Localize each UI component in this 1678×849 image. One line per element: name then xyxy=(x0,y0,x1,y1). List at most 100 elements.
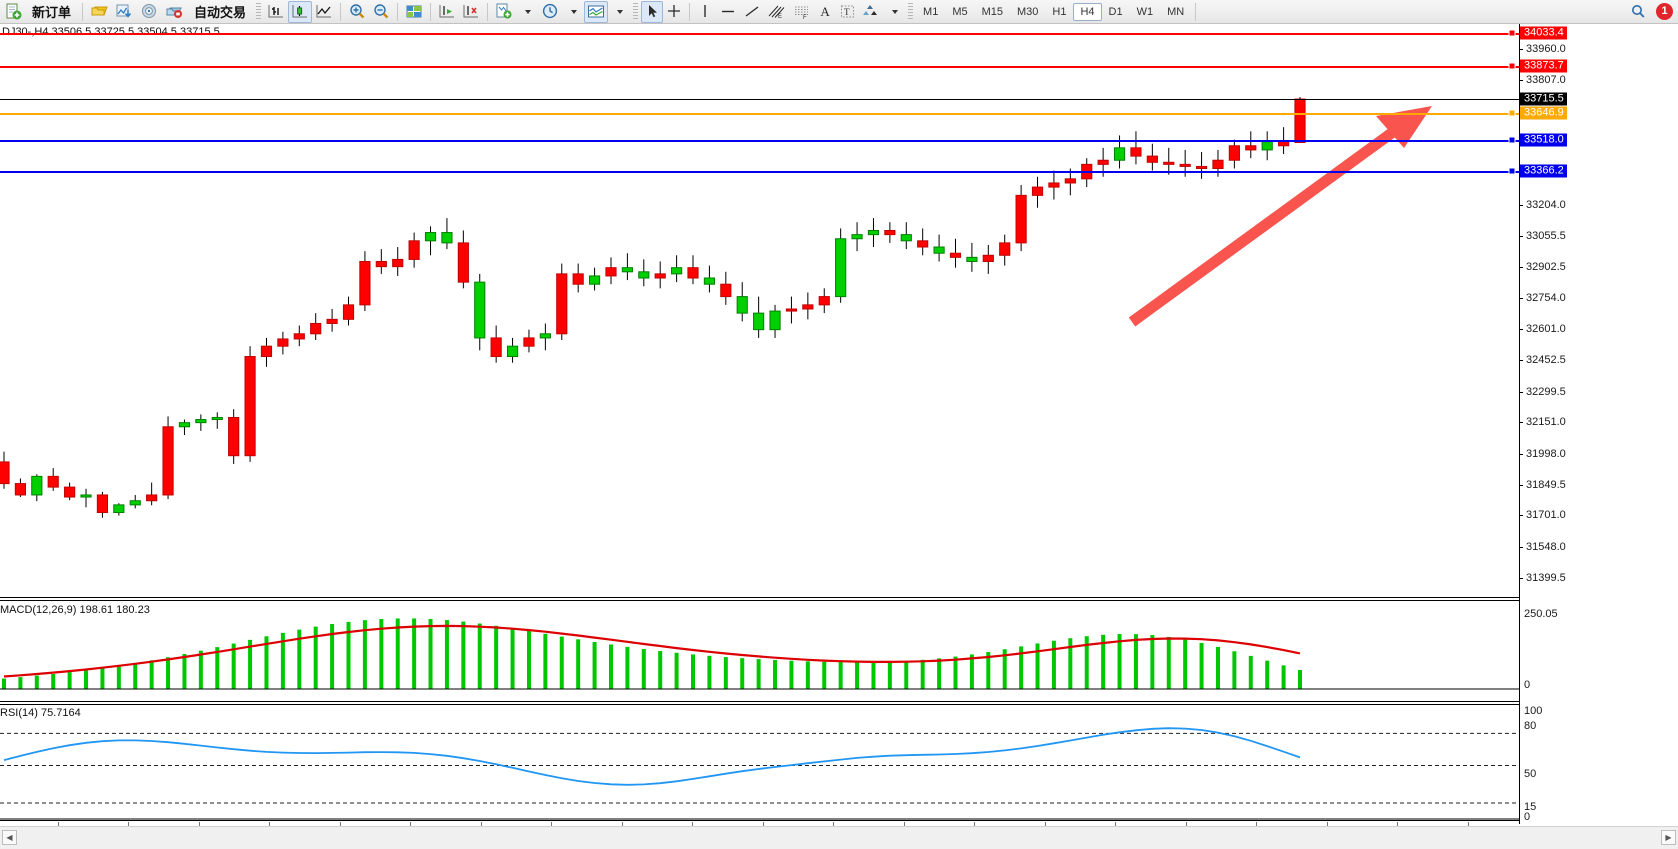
chevron-down-icon[interactable] xyxy=(516,1,538,23)
price-axis-label: 31399.5 xyxy=(1526,571,1566,584)
rsi-axis-0: 0 xyxy=(1524,811,1531,823)
cursor-icon[interactable] xyxy=(641,0,664,23)
zoom-out-icon[interactable] xyxy=(369,1,393,23)
toolbar-divider xyxy=(689,2,691,21)
price-level-line[interactable] xyxy=(0,33,1519,36)
price-level-line[interactable] xyxy=(0,99,1519,101)
price-level-anchor[interactable] xyxy=(1508,62,1516,70)
timeframe-mn[interactable]: MN xyxy=(1167,5,1185,18)
indicators-icon[interactable] xyxy=(584,0,609,23)
svg-text:E: E xyxy=(778,14,782,20)
price-level-anchor[interactable] xyxy=(1508,136,1516,144)
price-level-line[interactable] xyxy=(0,113,1519,116)
price-level-tag[interactable]: 33518.0 xyxy=(1520,133,1567,147)
candlestick-chart-icon[interactable] xyxy=(288,0,313,23)
main-toolbar: 新订单 xyxy=(0,0,1678,24)
auto-scroll-icon[interactable] xyxy=(459,1,483,23)
price-level-anchor[interactable] xyxy=(1508,29,1516,37)
new-order-label: 新订单 xyxy=(32,5,72,20)
chart-shift-icon[interactable] xyxy=(435,1,459,23)
price-axis-label: 31849.5 xyxy=(1526,478,1566,491)
timeframe-m1[interactable]: M1 xyxy=(923,5,939,18)
notification-badge[interactable]: 1 xyxy=(1650,1,1676,23)
timeframe-m5[interactable]: M5 xyxy=(952,5,968,18)
search-icon[interactable] xyxy=(1626,1,1650,23)
price-level-tag[interactable]: 33715.5 xyxy=(1520,92,1567,106)
timeframe-m15[interactable]: M15 xyxy=(981,5,1003,18)
period-icon[interactable] xyxy=(538,1,562,23)
price-level-tag[interactable]: 33873.7 xyxy=(1520,59,1567,73)
timeframe-m30[interactable]: M30 xyxy=(1017,5,1039,18)
scroll-left-arrow[interactable]: ◀ xyxy=(2,830,17,845)
price-axis-label: 32902.5 xyxy=(1526,261,1566,274)
equidistant-channel-icon[interactable]: E xyxy=(764,1,789,23)
crosshair-icon[interactable] xyxy=(663,1,685,23)
timeframe-d1[interactable]: D1 xyxy=(1108,5,1123,18)
chevron-down-icon[interactable] xyxy=(883,1,905,23)
price-axis-label: 31701.0 xyxy=(1526,509,1566,522)
text-label-icon[interactable]: T xyxy=(836,1,859,23)
fibo-icon[interactable]: F xyxy=(789,1,814,23)
bar-chart-icon[interactable] xyxy=(264,1,288,23)
auto-trading-button[interactable]: 自动交易 xyxy=(187,1,253,23)
download-chart-icon[interactable] xyxy=(112,1,137,23)
svg-text:F: F xyxy=(803,15,807,20)
new-order-button[interactable]: 新订单 xyxy=(25,1,78,23)
chart-grid-icon[interactable] xyxy=(402,1,426,23)
price-axis-tick xyxy=(1519,454,1523,456)
timeframe-h1[interactable]: H1 xyxy=(1052,5,1067,18)
new-order-icon[interactable] xyxy=(2,1,25,23)
price-level-tag[interactable]: 33646.9 xyxy=(1520,106,1567,120)
timeframe-h4[interactable]: H4 xyxy=(1073,2,1102,21)
zoom-in-icon[interactable] xyxy=(345,1,369,23)
rsi-panel-divider-top xyxy=(0,701,1519,702)
price-axis-tick xyxy=(1519,360,1523,362)
price-axis-label: 31998.0 xyxy=(1526,448,1566,461)
toolbar-grip[interactable] xyxy=(633,2,639,21)
svg-text:T: T xyxy=(844,7,850,17)
price-axis-label: 33204.0 xyxy=(1526,198,1566,211)
trendline-icon[interactable] xyxy=(740,1,764,23)
text-icon[interactable]: A xyxy=(820,3,830,19)
price-level-line[interactable] xyxy=(0,66,1519,69)
vline-icon[interactable] xyxy=(694,1,716,23)
hline-icon[interactable] xyxy=(716,1,740,23)
price-axis-tick xyxy=(1519,422,1523,424)
toolbar-grip[interactable] xyxy=(908,2,914,21)
line-chart-icon[interactable] xyxy=(312,1,336,23)
price-axis-tick xyxy=(1519,48,1523,50)
price-level-tag[interactable]: 34033.4 xyxy=(1520,26,1567,40)
auto-trading-label: 自动交易 xyxy=(194,5,247,20)
timeframe-w1[interactable]: W1 xyxy=(1136,5,1154,18)
price-axis-divider xyxy=(1519,24,1520,824)
scroll-right-arrow[interactable]: ▶ xyxy=(1661,830,1676,845)
price-axis-label: 33960.0 xyxy=(1526,42,1566,55)
folder-icon[interactable] xyxy=(87,1,112,23)
price-level-tag[interactable]: 33366.2 xyxy=(1520,164,1567,178)
horizontal-scrollbar[interactable]: ◀ ▶ xyxy=(0,826,1678,849)
toolbar-divider xyxy=(397,2,399,21)
price-axis[interactable]: 33960.0 33807.0 33204.0 33055.5 32902.5 32754… xyxy=(1519,24,1678,824)
chevron-down-icon[interactable] xyxy=(562,1,584,23)
macd-axis-zero: 0 xyxy=(1524,679,1531,691)
price-level-line[interactable] xyxy=(0,171,1519,174)
chevron-down-icon[interactable] xyxy=(608,1,630,23)
price-axis-label: 32151.0 xyxy=(1526,416,1566,429)
signals-icon[interactable] xyxy=(137,1,162,23)
price-level-anchor[interactable] xyxy=(1508,167,1516,175)
toolbar-divider xyxy=(487,2,489,21)
rsi-axis-80: 80 xyxy=(1524,720,1537,732)
price-level-anchor[interactable] xyxy=(1508,109,1516,117)
toolbar-divider xyxy=(430,2,432,21)
shapes-icon[interactable] xyxy=(859,1,883,23)
chart-plot xyxy=(0,97,1519,820)
macd-panel-divider-top2 xyxy=(0,600,1519,601)
price-level-line[interactable] xyxy=(0,139,1519,142)
templates-icon[interactable] xyxy=(492,1,516,23)
toolbar-grip[interactable] xyxy=(256,2,262,21)
chart-canvas[interactable]: DJ30-,H4 33506.5 33725.5 33504.5 33715.5… xyxy=(0,24,1678,849)
price-axis-tick xyxy=(1519,484,1523,486)
auto-trading-icon[interactable] xyxy=(162,1,187,23)
price-axis-tick xyxy=(1519,547,1523,549)
macd-axis-max: 250.05 xyxy=(1524,608,1558,620)
